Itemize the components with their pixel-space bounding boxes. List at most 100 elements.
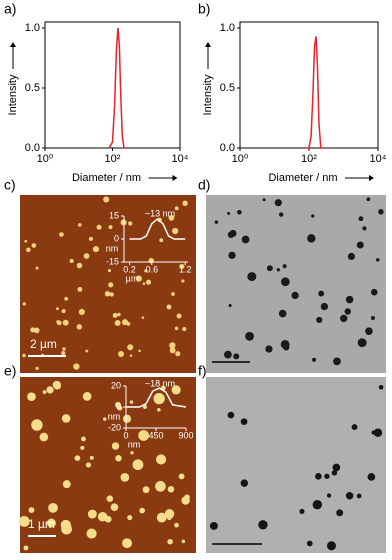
particle [129, 354, 133, 358]
particle [115, 454, 122, 462]
particle [92, 246, 100, 253]
particle [228, 251, 236, 259]
particle [88, 236, 93, 241]
arrow-head [10, 42, 16, 47]
particle [159, 238, 164, 243]
particle [142, 282, 146, 285]
particle [27, 392, 36, 402]
particle [366, 197, 371, 202]
particle [306, 540, 313, 547]
y-tick-label: 0.0 [25, 142, 40, 154]
particle [169, 347, 176, 354]
particle [23, 545, 29, 551]
particle [127, 514, 133, 521]
particle [97, 511, 108, 522]
particle [76, 324, 83, 330]
particle [166, 515, 172, 521]
particle [184, 494, 190, 500]
particle [62, 347, 66, 351]
particle [245, 331, 255, 341]
particle [35, 266, 39, 270]
particle [81, 436, 86, 442]
particle [128, 221, 133, 226]
particle [176, 313, 182, 319]
x-tick-label: 1.2 [179, 264, 192, 274]
particle [311, 214, 315, 218]
particle [320, 302, 329, 311]
particle [112, 312, 118, 318]
particle [375, 258, 380, 262]
particle [78, 223, 82, 227]
particle [299, 508, 305, 515]
y-tick-label: 0.5 [220, 82, 235, 94]
particle [209, 521, 218, 530]
y-tick-label: 0.5 [25, 82, 40, 94]
annotation: ~13 nm [145, 208, 175, 218]
particle [61, 523, 72, 535]
particle [378, 209, 384, 215]
particle [237, 209, 242, 215]
x-axis-label: Diameter / nm [268, 172, 337, 184]
annotation: ~18 nm [145, 378, 175, 388]
particle [357, 338, 367, 348]
particle [127, 344, 134, 351]
particle [214, 220, 219, 224]
particle [107, 269, 112, 273]
particle [103, 417, 107, 421]
particle [307, 234, 316, 243]
x-tick-label: 0.6 [146, 264, 159, 274]
particle [18, 515, 30, 527]
particle [278, 309, 287, 318]
particle [111, 442, 120, 450]
particle [181, 539, 186, 544]
particle [182, 200, 188, 207]
y-tick-label: 15 [109, 210, 119, 220]
particle [145, 279, 152, 285]
particle [351, 424, 358, 430]
x-tick-label: 10⁴ [370, 153, 387, 165]
particle [22, 353, 26, 358]
particle [148, 257, 154, 264]
particle [108, 282, 114, 288]
y-axis-label: nm [106, 243, 119, 253]
particle [26, 247, 31, 253]
data-line [129, 218, 186, 240]
particle [24, 239, 28, 243]
afm-image [20, 195, 196, 373]
particle [278, 212, 284, 217]
particle [83, 253, 90, 259]
panel-label: a) [4, 1, 16, 17]
particle [367, 473, 376, 481]
particle [373, 428, 383, 437]
particle [59, 232, 64, 237]
particle [153, 392, 165, 405]
scale-bar-label: 1 µm [28, 517, 55, 531]
arrow-head [172, 175, 178, 181]
particle [78, 308, 85, 316]
particle [362, 226, 367, 231]
particle [333, 357, 341, 366]
particle [28, 507, 35, 513]
particle [282, 264, 287, 269]
plot-frame [239, 21, 379, 149]
particle [64, 296, 69, 301]
particle [312, 500, 322, 510]
particle [96, 224, 102, 230]
particle [114, 320, 121, 326]
particle [265, 345, 273, 353]
particle [358, 216, 364, 222]
particle [77, 286, 83, 292]
particle [258, 520, 268, 530]
particle [167, 485, 175, 493]
particle [291, 291, 299, 300]
particle [144, 269, 148, 273]
particle [156, 512, 167, 523]
particle [73, 363, 80, 370]
particle [85, 462, 92, 468]
y-tick-label: 1.0 [25, 22, 40, 34]
x-tick-label: 0 [123, 430, 128, 440]
particle [167, 538, 173, 545]
particle [117, 312, 121, 317]
particle [139, 507, 145, 514]
